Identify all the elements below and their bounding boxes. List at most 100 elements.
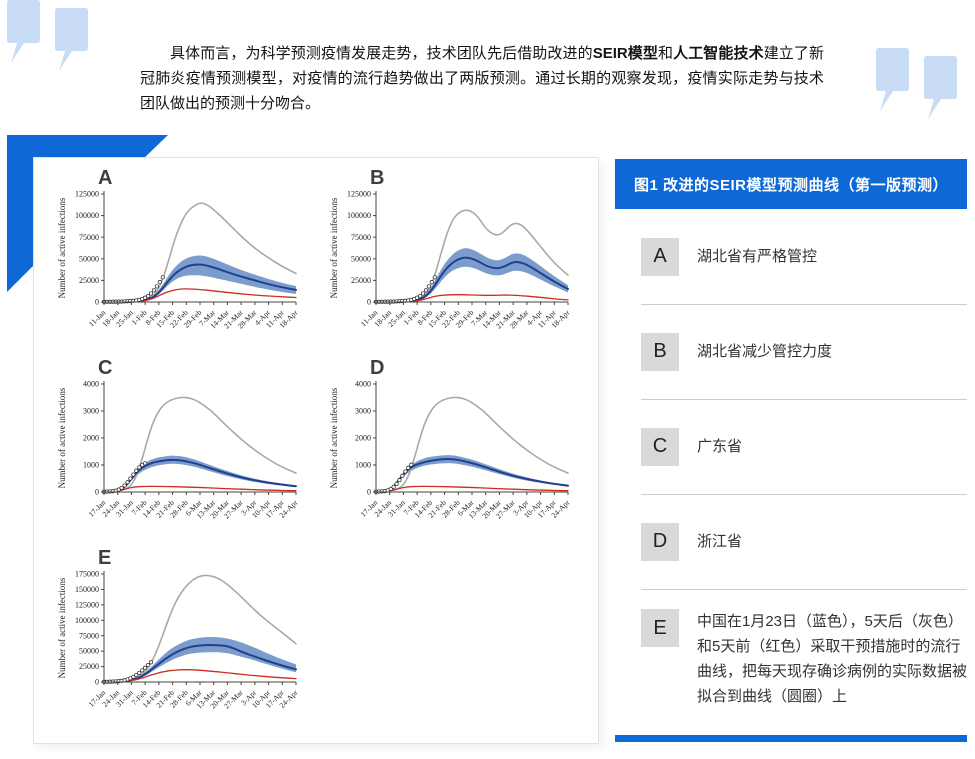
- chart-svg-E: 0 25000 50000 75000 100000 125000 150000 175000…: [57, 547, 300, 711]
- data-circle: [420, 291, 426, 296]
- svg-text:125000: 125000: [347, 190, 371, 199]
- svg-text:25000: 25000: [351, 276, 371, 285]
- data-circle: [151, 288, 157, 293]
- legend-item-label: 浙江省: [697, 533, 743, 550]
- data-circle: [134, 672, 139, 678]
- data-circle: [146, 662, 151, 668]
- curve-blue: [103, 643, 297, 683]
- data-circle: [418, 293, 423, 299]
- chart-c-guangdong: 0 1000 2000 3000 4000 17-Jan 24-Jan 31-Jan 7-Feb…: [56, 357, 328, 548]
- legend-item-label: 广东省: [697, 438, 743, 455]
- legend-key-chip: B: [641, 332, 679, 371]
- svg-text:100000: 100000: [75, 616, 99, 625]
- data-circle: [146, 293, 151, 299]
- intro-bold-seir: SEIR模型: [592, 45, 658, 62]
- data-circle: [406, 465, 411, 470]
- data-circle: [143, 295, 148, 300]
- legend-key-chip: E: [641, 609, 679, 647]
- figure-legend-sidebar: 图1 改进的SEIR模型预测曲线（第一版预测） A 湖北省有严格管控 B 湖北省…: [615, 159, 967, 742]
- legend-key-chip: C: [641, 427, 679, 466]
- sidebar-bottom-accent: [615, 735, 967, 742]
- chart-svg-A: 025000500007500010000012500011-Jan18-Jan…: [57, 167, 300, 331]
- closing-quote-icon: [876, 48, 957, 119]
- data-circle: [131, 674, 136, 679]
- data-circle: [143, 461, 148, 466]
- data-circle: [391, 484, 396, 489]
- curve-red: [375, 294, 569, 303]
- svg-text:75000: 75000: [79, 631, 99, 640]
- svg-text:Number of active infections: Number of active infections: [329, 387, 339, 488]
- data-circle: [128, 476, 133, 481]
- data-circle: [143, 665, 148, 670]
- svg-text:2000: 2000: [355, 434, 371, 443]
- data-circle: [154, 284, 159, 289]
- data-circle: [157, 280, 162, 285]
- legend-item-e: E 中国在1月23日（蓝色），5天后（灰色）和5天前（红色）采取干预措施时的流行…: [615, 589, 967, 732]
- figure-caption-header: 图1 改进的SEIR模型预测曲线（第一版预测）: [615, 159, 967, 209]
- svg-text:75000: 75000: [351, 233, 371, 242]
- legend-list: A 湖北省有严格管控 B 湖北省减少管控力度 C 广东省 D 浙江省 E 中国在…: [615, 209, 967, 732]
- opening-quote-icon: [7, 0, 88, 71]
- curve-gray: [103, 396, 297, 493]
- intro-text: 具体而言，为科学预测疫情发展走势，技术团队先后借助改进的: [170, 45, 593, 62]
- data-circle: [397, 478, 402, 483]
- svg-text:2000: 2000: [83, 434, 99, 443]
- panel-letter: B: [370, 168, 384, 189]
- data-circle: [134, 468, 139, 473]
- uncertainty-band: [423, 248, 568, 299]
- svg-text:3000: 3000: [83, 407, 99, 416]
- chart-d-zhejiang: 0 1000 2000 3000 4000 17-Jan 24-Jan 31-Jan 7-Feb…: [328, 357, 600, 548]
- svg-text:125000: 125000: [75, 190, 99, 199]
- svg-text:0: 0: [367, 298, 371, 307]
- curve-gray: [103, 574, 297, 683]
- legend-item-label: 湖北省减少管控力度: [697, 343, 833, 360]
- svg-text:1000: 1000: [83, 461, 99, 470]
- svg-text:0: 0: [367, 488, 371, 497]
- data-circle: [160, 275, 165, 280]
- data-circle: [122, 483, 127, 488]
- curve-red: [375, 485, 569, 493]
- chart-svg-D: 0100020003000400017-Jan24-Jan31-Jan7-Feb…: [329, 357, 572, 521]
- curve-red: [103, 669, 297, 683]
- legend-item-a: A 湖北省有严格管控: [615, 209, 967, 304]
- data-circle: [148, 660, 154, 665]
- svg-text:150000: 150000: [75, 585, 99, 594]
- data-circle: [116, 487, 121, 492]
- data-circle: [394, 481, 399, 486]
- data-circle: [415, 295, 420, 300]
- chart-a-hubei-strict: 0 25000 50000 75000 100000 125000 11-Jan 18-Jan…: [56, 167, 328, 358]
- svg-text:75000: 75000: [79, 233, 99, 242]
- svg-text:4000: 4000: [355, 380, 371, 389]
- svg-text:0: 0: [95, 678, 99, 687]
- curve-red: [103, 485, 297, 493]
- data-circle: [137, 465, 142, 470]
- chart-svg-B: 025000500007500010000012500011-Jan18-Jan…: [329, 167, 572, 331]
- svg-text:25000: 25000: [79, 276, 99, 285]
- svg-text:3000: 3000: [355, 407, 371, 416]
- svg-text:4000: 4000: [83, 380, 99, 389]
- legend-item-d: D 浙江省: [615, 494, 967, 589]
- panel-letter: D: [370, 358, 384, 379]
- svg-text:50000: 50000: [351, 254, 371, 263]
- svg-text:Number of active infections: Number of active infections: [329, 197, 339, 298]
- panel-letter: E: [98, 548, 111, 569]
- data-circle: [125, 480, 130, 485]
- intro-bold-ai: 人工智能技术: [673, 45, 764, 62]
- curve-red: [103, 288, 297, 303]
- svg-text:175000: 175000: [75, 570, 99, 579]
- data-circle: [403, 469, 408, 474]
- chart-e-china: 0 25000 50000 75000 100000 125000 150000 175000…: [56, 547, 328, 738]
- data-circle: [423, 288, 429, 293]
- data-circle: [137, 670, 142, 675]
- svg-text:125000: 125000: [75, 600, 99, 609]
- legend-item-label: 中国在1月23日（蓝色），5天后（灰色）和5天前（红色）采取干预措施时的流行曲线…: [697, 613, 968, 705]
- data-circle: [131, 472, 136, 477]
- figure-panel: 0 25000 50000 75000 100000 125000 11-Jan 18-Jan…: [33, 157, 599, 744]
- intro-text: 建立了新冠肺炎疫情预测模型，对疫情的流行趋势做出了两版预测。通过长期的观察发现，…: [140, 45, 824, 112]
- data-circle: [429, 280, 434, 285]
- svg-text:1000: 1000: [355, 461, 371, 470]
- chart-svg-C: 0100020003000400017-Jan24-Jan31-Jan7-Feb…: [57, 357, 300, 521]
- data-circle: [388, 486, 393, 492]
- legend-key-chip: D: [641, 522, 679, 561]
